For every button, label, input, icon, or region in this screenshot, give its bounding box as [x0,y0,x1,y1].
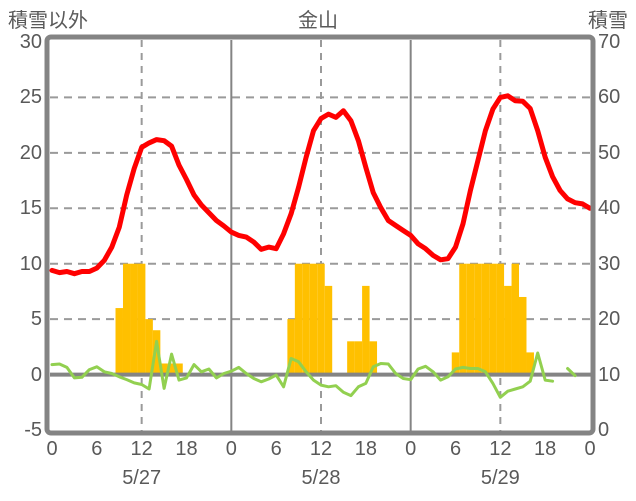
x-axis-hour-label: 12 [130,438,153,460]
x-axis-hour-label: 18 [534,438,557,460]
bar-series-orange [511,263,520,375]
line-series-green [50,339,555,399]
bar-series-orange [130,263,138,375]
bar-series-orange [167,363,176,375]
left-axis-tick-label: 15 [19,197,42,220]
x-axis-hour-label: 6 [270,438,282,460]
x-axis-date-label: 5/28 [301,467,341,489]
line-series-red [49,93,593,277]
right-axis-tick-label: 60 [598,86,621,109]
bar-series-orange [175,363,183,375]
right-axis-tick-label: 0 [598,419,610,441]
left-axis-tick-label: 20 [19,141,42,164]
right-axis-tick-label: 20 [598,308,621,331]
bar-series-orange [294,263,303,375]
bar-series-orange [324,285,333,375]
x-axis-hour-label: 18 [354,438,377,460]
right-axis-tick-label: 30 [598,252,621,275]
left-axis-tick-label: 30 [19,31,42,53]
x-axis-hour-label: 18 [175,438,198,460]
bar-series-orange [287,319,295,375]
right-axis-title: 積雪 [588,10,628,32]
left-axis-tick-label: 25 [19,86,42,109]
x-axis-hour-label: 6 [91,438,103,460]
bar-series-orange [152,330,161,375]
bar-series-orange [466,263,475,375]
bar-series-orange [160,363,168,375]
right-axis-tick-label: 70 [598,31,621,53]
left-axis-tick-label: 10 [19,252,42,275]
bar-series-orange [451,352,460,375]
bar-series-orange [519,296,527,375]
bar-series-orange [317,263,325,375]
left-axis-tick-label: 0 [30,363,42,386]
bar-series-orange [137,263,146,375]
x-axis-hour-label: 0 [405,438,417,460]
right-axis-tick-label: 50 [598,141,621,164]
right-axis-tick-label: 40 [598,197,621,220]
left-axis-title: 積雪以外 [8,10,88,32]
x-axis-date-label: 5/27 [122,467,162,489]
line-series-green [566,367,577,378]
bar-series-orange [122,263,131,375]
bar-series-orange [504,285,512,375]
x-axis-hour-label: 0 [225,438,237,460]
x-axis-hour-label: 12 [309,438,333,460]
bar-series-orange [481,263,490,375]
bar-series-orange [474,263,482,375]
bar-series-orange [302,263,310,375]
bar-series-orange [347,341,355,375]
bar-series-orange [459,263,467,375]
x-axis-date-label: 5/29 [480,467,520,489]
bar-series-orange [145,319,153,375]
right-axis-tick-label: 10 [598,363,621,386]
bar-series-orange [309,263,318,375]
bar-series-orange [526,352,534,375]
bar-series-orange [496,263,505,375]
plot-frame [44,34,596,436]
left-axis-tick-label: -5 [24,419,42,441]
bar-series-orange [489,263,497,375]
bar-series-orange [362,285,370,375]
bar-series-orange [115,308,123,375]
bar-series-orange [354,341,363,375]
x-axis-hour-label: 6 [449,438,462,460]
left-axis-tick-label: 5 [30,308,42,331]
bar-series-orange [369,341,378,375]
x-axis-hour-label: 0 [584,438,596,460]
x-axis-hour-label: 12 [489,438,512,460]
x-axis-hour-label: 0 [46,438,58,460]
chart-title: 金山 [298,10,338,32]
